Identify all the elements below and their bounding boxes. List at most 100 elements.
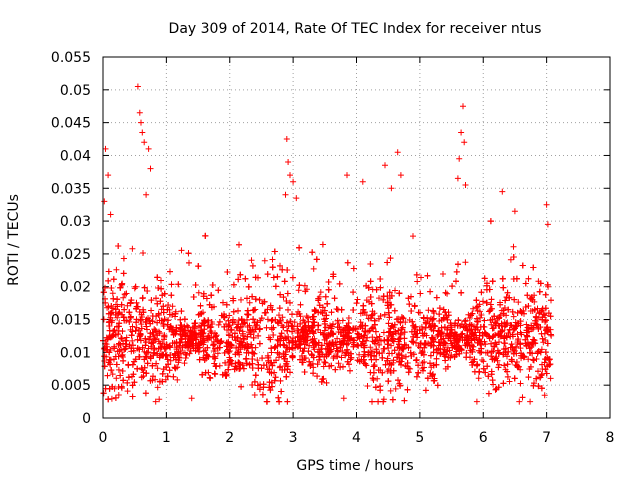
data-point (264, 316, 271, 323)
data-point (330, 273, 337, 280)
data-point (473, 398, 480, 405)
data-point (256, 340, 263, 347)
data-point (244, 324, 251, 330)
y-tick-label: 0.03 (60, 214, 91, 230)
data-point (301, 369, 308, 375)
data-point (200, 348, 207, 355)
data-point (323, 332, 330, 339)
data-point (266, 369, 273, 376)
data-point (255, 332, 262, 339)
data-point (355, 342, 362, 349)
data-point (212, 345, 218, 352)
data-point (113, 361, 120, 368)
data-point (484, 363, 491, 370)
data-point (347, 336, 354, 342)
data-point (268, 349, 275, 356)
data-point (376, 333, 383, 340)
data-point (114, 296, 121, 303)
data-point (427, 342, 434, 349)
data-point (186, 350, 193, 357)
data-point (279, 266, 286, 273)
data-point (400, 315, 407, 322)
data-point (495, 364, 502, 371)
data-point (263, 398, 270, 405)
data-point (285, 306, 291, 313)
data-point (362, 322, 369, 329)
data-point (398, 314, 405, 321)
data-point (327, 322, 333, 329)
data-point (412, 323, 419, 330)
data-point (238, 316, 245, 323)
data-point (141, 364, 148, 371)
data-point (482, 330, 489, 337)
data-point (157, 340, 164, 347)
data-point (301, 282, 308, 289)
data-point (310, 330, 317, 337)
data-point (396, 358, 403, 365)
data-point (436, 339, 443, 346)
data-point (266, 384, 273, 391)
data-point (232, 363, 239, 370)
data-point (117, 341, 124, 348)
data-point (489, 334, 496, 341)
data-point (451, 353, 458, 360)
data-point (423, 332, 430, 339)
chart-title: Day 309 of 2014, Rate Of TEC Index for r… (169, 21, 542, 37)
data-point (301, 341, 308, 348)
data-point (500, 380, 507, 387)
data-point (415, 362, 422, 369)
data-point (397, 382, 404, 389)
data-point (181, 349, 188, 356)
data-point (494, 315, 501, 322)
data-point (200, 290, 207, 297)
data-point (323, 312, 330, 319)
data-point (371, 321, 378, 328)
x-tick-label: 1 (162, 430, 171, 446)
data-point (132, 283, 139, 290)
data-point (115, 392, 122, 398)
data-point (122, 345, 129, 352)
data-point (374, 337, 381, 344)
data-point (182, 332, 188, 339)
data-point (354, 296, 361, 303)
data-point (402, 353, 409, 360)
data-point (274, 349, 281, 356)
data-point (353, 300, 360, 307)
data-point (101, 198, 108, 205)
data-point (244, 307, 251, 314)
data-point (127, 326, 134, 333)
data-point (505, 330, 512, 336)
data-point (234, 334, 241, 341)
data-point (220, 299, 226, 306)
data-point (543, 327, 550, 334)
data-point (111, 345, 118, 352)
data-point (317, 289, 324, 296)
data-point (120, 294, 127, 301)
data-point (529, 326, 536, 332)
data-point (471, 368, 478, 375)
data-point (156, 396, 163, 403)
data-point (196, 340, 203, 347)
data-point (345, 323, 351, 330)
data-point (113, 266, 120, 273)
data-point (115, 243, 122, 249)
data-point (309, 249, 316, 256)
data-point (124, 302, 131, 309)
data-point (422, 387, 429, 394)
data-point (388, 185, 395, 192)
data-point (433, 355, 440, 362)
data-point (338, 354, 345, 361)
data-point (547, 313, 554, 320)
data-point (388, 323, 395, 330)
data-point (125, 361, 132, 368)
data-point (213, 363, 220, 370)
data-point (244, 345, 251, 352)
data-point (322, 293, 329, 300)
data-point (530, 356, 536, 363)
data-point (405, 345, 412, 351)
data-point (381, 345, 388, 352)
data-point (429, 316, 436, 323)
data-point (274, 273, 281, 280)
data-point (547, 375, 554, 382)
data-point (154, 332, 161, 339)
